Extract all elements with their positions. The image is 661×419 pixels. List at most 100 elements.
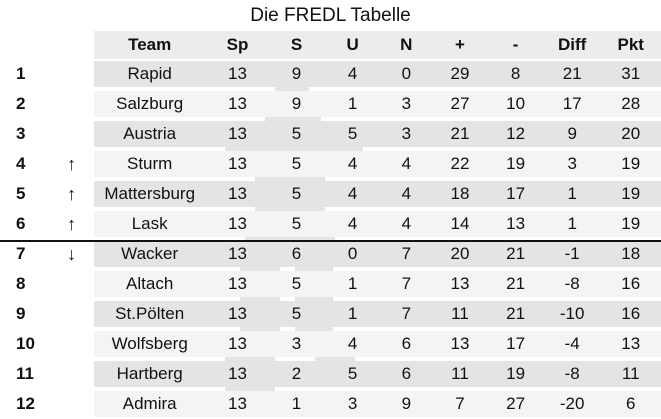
- wins: 3: [291, 334, 302, 353]
- table-row: 7 ↓ Wacker 13 6 0 7 20 21 -1 18: [0, 239, 661, 269]
- team-name: Wolfsberg: [111, 334, 188, 353]
- team-name: Wacker: [121, 244, 179, 263]
- rank-cell: 7: [16, 244, 26, 263]
- team-name: Lask: [131, 214, 168, 233]
- losses: 7: [401, 244, 412, 263]
- draws: 4: [347, 214, 358, 233]
- goal-difference: -8: [564, 364, 580, 383]
- header-u: U: [346, 35, 359, 54]
- table-row: 4 ↑ Sturm 13 5 4 4 22 19 3 19: [0, 149, 661, 179]
- points: 31: [621, 64, 641, 83]
- table-row: 1 Rapid 13 9 4 0 29 8 21 31: [0, 59, 661, 89]
- goal-difference: -4: [564, 334, 580, 353]
- row-band: [94, 241, 661, 267]
- goals-against: 19: [506, 364, 526, 383]
- goal-difference: -1: [564, 244, 580, 263]
- games-played: 13: [228, 184, 247, 203]
- draws: 4: [347, 64, 358, 83]
- team-name: Admira: [122, 394, 177, 413]
- goals-for: 13: [450, 334, 470, 353]
- wins: 5: [291, 184, 302, 203]
- goal-difference: 21: [562, 64, 582, 83]
- points: 16: [621, 274, 641, 293]
- row-band: [94, 301, 661, 327]
- rank-cell: 9: [16, 304, 26, 323]
- goal-difference: 3: [567, 154, 577, 173]
- losses: 7: [401, 274, 412, 293]
- row-band: [94, 181, 661, 207]
- header-n: N: [400, 35, 413, 54]
- losses: 0: [401, 64, 412, 83]
- games-played: 13: [228, 274, 247, 293]
- table-row: 11 Hartberg 13 2 5 6 11 19 -8 11: [0, 359, 661, 389]
- goals-against: 19: [506, 154, 526, 173]
- points: 19: [621, 154, 641, 173]
- games-played: 13: [228, 214, 247, 233]
- team-name: Austria: [123, 124, 177, 143]
- goal-difference: -20: [559, 394, 585, 413]
- header-goals-against: -: [512, 35, 519, 54]
- table-row: 9 St.Pölten 13 5 1 7 11 21 -10 16: [0, 299, 661, 329]
- rank-cell: 1: [16, 64, 26, 83]
- games-played: 13: [228, 94, 247, 113]
- row-band: [94, 91, 661, 117]
- row-band: [94, 211, 661, 237]
- goals-for: 29: [450, 64, 470, 83]
- team-name: Sturm: [127, 154, 173, 173]
- arrow-down-icon: ↓: [67, 243, 77, 264]
- goals-for: 27: [450, 94, 470, 113]
- wins: 1: [291, 394, 302, 413]
- row-band: [94, 391, 661, 417]
- losses: 6: [401, 334, 412, 353]
- goals-against: 27: [506, 394, 526, 413]
- goals-against: 21: [506, 274, 526, 293]
- rank-cell: 3: [16, 124, 26, 143]
- table-row: 10 Wolfsberg 13 3 4 6 13 17 -4 13: [0, 329, 661, 359]
- arrow-up-icon: ↑: [67, 213, 77, 234]
- games-played: 13: [228, 64, 247, 83]
- points: 19: [621, 184, 641, 203]
- goals-for: 14: [450, 214, 470, 233]
- draws: 0: [347, 244, 358, 263]
- rank-cell: 2: [16, 94, 26, 113]
- games-played: 13: [228, 394, 247, 413]
- rank-cell: 4: [16, 154, 26, 173]
- goals-for: 21: [450, 124, 470, 143]
- wins: 9: [291, 64, 302, 83]
- losses: 4: [401, 184, 412, 203]
- goals-against: 12: [506, 124, 526, 143]
- rank-cell: 11: [16, 364, 34, 383]
- row-band: [94, 271, 661, 297]
- draws: 1: [347, 304, 358, 323]
- losses: 9: [401, 394, 412, 413]
- table-row: 3 Austria 13 5 5 3 21 12 9 20: [0, 119, 661, 149]
- table-row: 6 ↑ Lask 13 5 4 4 14 13 1 19: [0, 209, 661, 239]
- losses: 3: [401, 94, 412, 113]
- goals-against: 17: [506, 184, 526, 203]
- goals-for: 11: [451, 304, 469, 323]
- rank-cell: 10: [16, 334, 35, 353]
- table-row: 8 Altach 13 5 1 7 13 21 -8 16: [0, 269, 661, 299]
- goal-difference: 1: [567, 184, 577, 203]
- rank-cell: 12: [16, 394, 35, 413]
- goal-difference: 9: [567, 124, 577, 143]
- draws: 4: [347, 184, 358, 203]
- header-team: Team: [128, 35, 172, 54]
- rank-cell: 5: [16, 184, 26, 203]
- goal-difference: 17: [562, 94, 582, 113]
- points: 6: [626, 394, 636, 413]
- games-played: 13: [228, 124, 247, 143]
- wins: 5: [291, 154, 302, 173]
- team-name: Rapid: [127, 64, 172, 83]
- standings-table: Team Sp S U N + - Diff Pkt 1 Rapid 13 9 4 0 29…: [0, 31, 661, 419]
- games-played: 13: [228, 244, 247, 263]
- team-name: Altach: [126, 274, 174, 293]
- goals-for: 7: [455, 394, 465, 413]
- points: 19: [621, 214, 641, 233]
- losses: 6: [401, 364, 412, 383]
- losses: 3: [401, 124, 412, 143]
- goals-for: 20: [450, 244, 470, 263]
- wins: 5: [291, 304, 302, 323]
- header-row: Team Sp S U N + - Diff Pkt: [0, 31, 661, 59]
